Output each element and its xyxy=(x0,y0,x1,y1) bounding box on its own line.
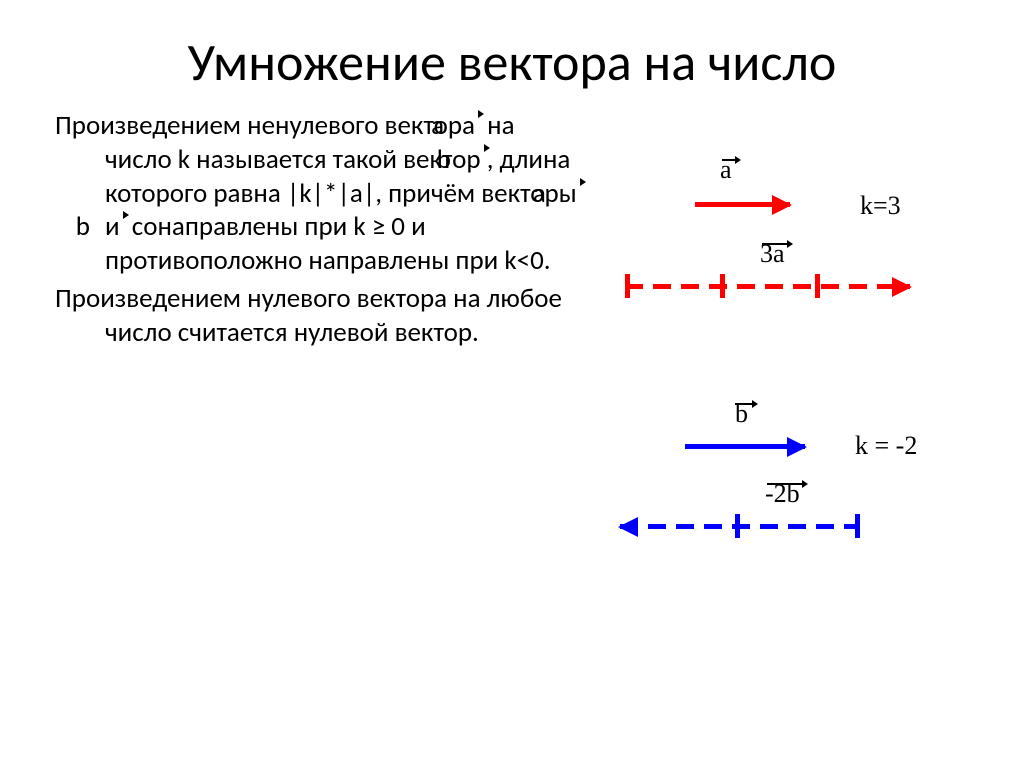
label-b: b xyxy=(735,399,748,429)
vector-a xyxy=(695,202,790,207)
diagram-column: a k=3 3a b k = -2 -2b xyxy=(585,109,994,353)
text-column: Произведением ненулевого вектора a на чи… xyxy=(55,109,585,353)
vector-3a xyxy=(625,284,910,289)
page-title: Умножение вектора на число xyxy=(0,0,1024,109)
paragraph-1: Произведением ненулевого вектора a на чи… xyxy=(55,109,585,278)
label-k2: k = -2 xyxy=(855,431,917,461)
arrow-over-icon xyxy=(767,483,805,485)
content-area: Произведением ненулевого вектора a на чи… xyxy=(0,109,1024,353)
label-3a: 3a xyxy=(760,239,785,269)
arrow-over-icon xyxy=(735,403,755,405)
arrow-over-icon xyxy=(762,243,790,245)
vector-b xyxy=(685,444,805,449)
arrow-over-icon xyxy=(722,159,738,161)
p1-text5: сонаправлены при k ≥ 0 и противоположно … xyxy=(105,210,551,277)
label-k1: k=3 xyxy=(860,191,901,221)
label-m2b: -2b xyxy=(765,479,800,509)
vector-m2b xyxy=(620,524,860,529)
paragraph-2: Произведением нулевого вектора на любое … xyxy=(55,282,585,350)
label-a: a xyxy=(720,155,732,185)
p1-text: Произведением ненулевого вектора xyxy=(55,109,481,142)
